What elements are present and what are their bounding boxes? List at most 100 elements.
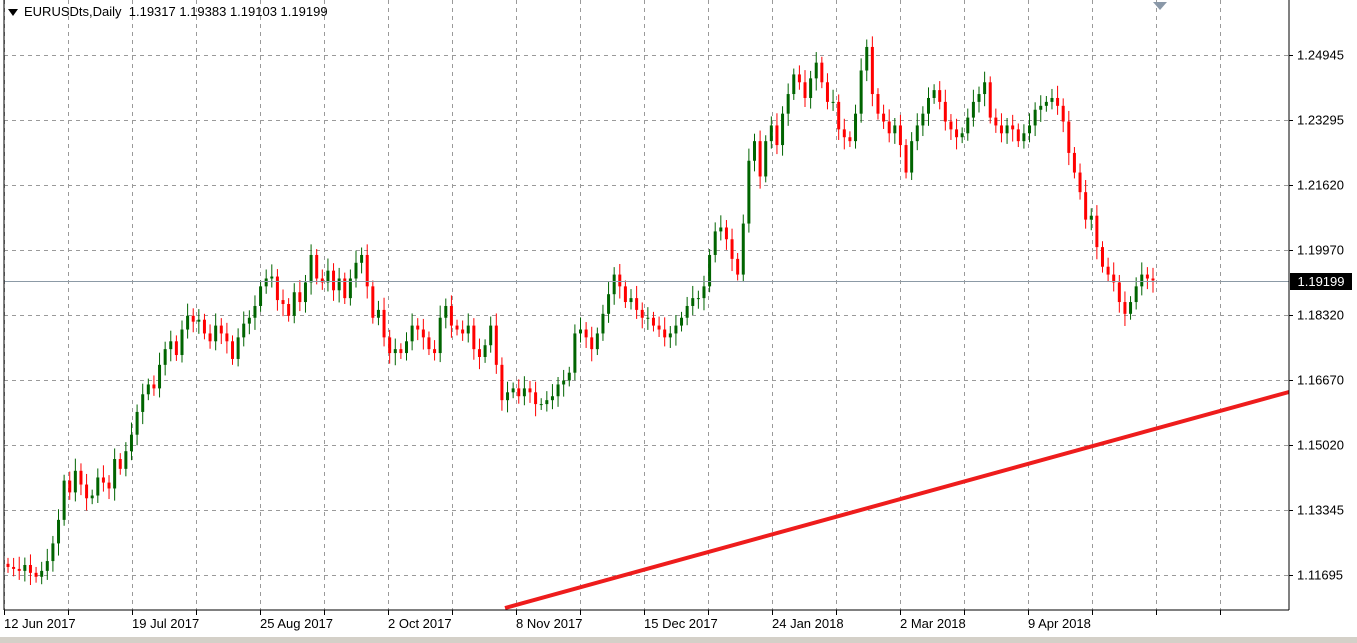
candle [1033, 102, 1037, 137]
candle [219, 318, 223, 345]
candle [1016, 123, 1020, 148]
candle [287, 298, 291, 322]
candle [1100, 241, 1104, 273]
candle [421, 318, 425, 350]
candle [1028, 113, 1032, 143]
candle [28, 554, 32, 586]
candle [781, 106, 785, 156]
shift-marker-icon[interactable] [1153, 2, 1167, 10]
candle [247, 310, 251, 335]
candle [1022, 124, 1026, 149]
candle [477, 338, 481, 370]
candle [1044, 96, 1048, 112]
candle [522, 376, 526, 406]
x-tick-label: 8 Nov 2017 [516, 616, 583, 631]
candle [438, 305, 442, 363]
candle [343, 272, 347, 305]
candle [124, 442, 128, 477]
candle [253, 295, 257, 330]
candle [876, 88, 880, 120]
candle [231, 335, 235, 365]
candle [1084, 179, 1088, 229]
candle [1140, 262, 1144, 296]
candle [186, 303, 190, 339]
candle [511, 382, 515, 399]
candle [1011, 114, 1015, 142]
candle [792, 68, 796, 100]
candle [887, 109, 891, 143]
candle [854, 104, 858, 149]
candle [859, 58, 863, 123]
candle [135, 404, 139, 446]
candle [904, 139, 908, 179]
candle [214, 313, 218, 351]
candle [96, 468, 100, 503]
candle [825, 73, 829, 110]
candle [702, 275, 706, 311]
candle [567, 366, 571, 387]
candle [315, 249, 319, 285]
candle [719, 215, 723, 241]
candle [1123, 291, 1127, 326]
x-tick-label: 19 Jul 2017 [132, 616, 199, 631]
candle [607, 282, 611, 323]
candle [1117, 274, 1121, 313]
candle [865, 39, 869, 82]
candle [1106, 257, 1110, 283]
candle [870, 36, 874, 107]
candle [483, 339, 487, 363]
candle [506, 381, 510, 413]
candle [281, 289, 285, 317]
candle [842, 118, 846, 150]
candle [118, 453, 122, 475]
candle [955, 118, 959, 150]
candle [921, 106, 925, 137]
candle [348, 269, 352, 306]
candle [651, 311, 655, 332]
x-tick-label: 2 Oct 2017 [388, 616, 452, 631]
candle [769, 116, 773, 149]
candle [113, 448, 117, 501]
candle [427, 331, 431, 356]
candle [326, 258, 330, 292]
candle [191, 308, 195, 333]
candle [444, 298, 448, 329]
candle [466, 313, 470, 343]
candle [85, 473, 89, 511]
candle [668, 325, 672, 348]
candle [405, 332, 409, 361]
x-tick-label: 24 Jan 2018 [772, 616, 844, 631]
candle [292, 283, 296, 324]
candle [797, 65, 801, 90]
candle [534, 381, 538, 417]
candle [562, 369, 566, 397]
candle [1039, 95, 1043, 122]
candle [971, 89, 975, 127]
candle [73, 458, 77, 502]
dropdown-triangle-icon[interactable] [8, 9, 18, 17]
candle [236, 328, 240, 367]
candle [455, 319, 459, 336]
candle [1067, 110, 1071, 166]
y-tick-label: 1.23295 [1297, 113, 1344, 128]
candle [966, 108, 970, 141]
x-tick-label: 25 Aug 2017 [260, 616, 333, 631]
candle [848, 131, 852, 148]
candle [983, 71, 987, 107]
candle [337, 267, 341, 303]
candle [752, 133, 756, 172]
candle [45, 548, 49, 580]
candle [107, 475, 111, 500]
candle [169, 330, 173, 362]
candle [898, 114, 902, 158]
candle [657, 316, 661, 337]
y-tick-label: 1.21620 [1297, 178, 1344, 193]
candle [988, 76, 992, 124]
candle [977, 86, 981, 113]
candle [51, 535, 55, 572]
trendline[interactable] [504, 390, 1290, 610]
candle [242, 311, 246, 347]
candle [1056, 85, 1060, 115]
